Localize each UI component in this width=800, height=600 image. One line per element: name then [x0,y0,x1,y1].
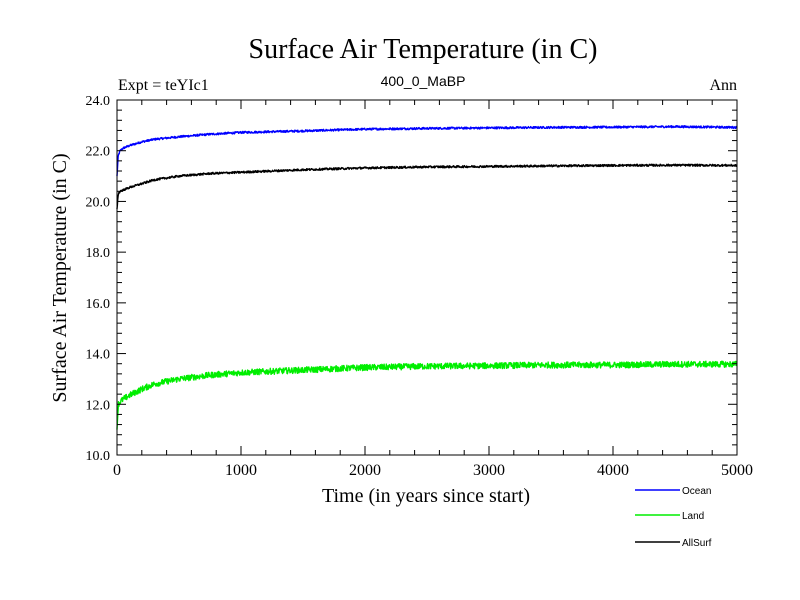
y-tick-label: 18.0 [86,246,111,261]
x-tick-label: 2000 [349,462,381,479]
series-line-land [116,360,738,430]
y-tick-label: 24.0 [86,94,111,109]
y-axis-label: Surface Air Temperature (in C) [49,153,71,402]
x-tick-label: 1000 [225,462,257,479]
x-tick-label: 4000 [597,462,629,479]
x-tick-labels: 0 1000 2000 3000 4000 5000 [113,462,753,479]
legend-label-allsurf: AllSurf [682,538,712,549]
y-tick-labels: 10.0 12.0 14.0 16.0 18.0 20.0 22.0 24.0 [86,94,111,464]
tick-marks [116,99,738,456]
y-tick-label: 14.0 [86,348,111,363]
y-tick-label: 20.0 [86,195,111,210]
period-label: 400_0_MaBP [381,73,466,89]
plot-frame [116,99,738,456]
chart-title: Surface Air Temperature (in C) [249,34,598,65]
legend-label-ocean: Ocean [682,486,711,497]
x-tick-label: 0 [113,462,121,479]
y-tick-label: 22.0 [86,145,111,160]
legend-label-land: Land [682,511,704,522]
series-line-allsurf [116,163,738,210]
y-tick-label: 12.0 [86,398,111,413]
x-tick-label: 5000 [721,462,753,479]
x-tick-label: 3000 [473,462,505,479]
x-axis-label: Time (in years since start) [322,485,530,507]
experiment-label: Expt = teYIc1 [118,77,209,94]
y-tick-label: 16.0 [86,297,111,312]
season-label: Ann [709,77,737,94]
plot-area: 0 1000 2000 3000 4000 5000 10.0 12.0 14.0 16.0 18… [86,94,754,479]
series-line-ocean [116,124,738,177]
legend: Ocean Land AllSurf [635,486,712,549]
series-layer [116,124,738,430]
y-tick-label: 10.0 [86,449,111,464]
